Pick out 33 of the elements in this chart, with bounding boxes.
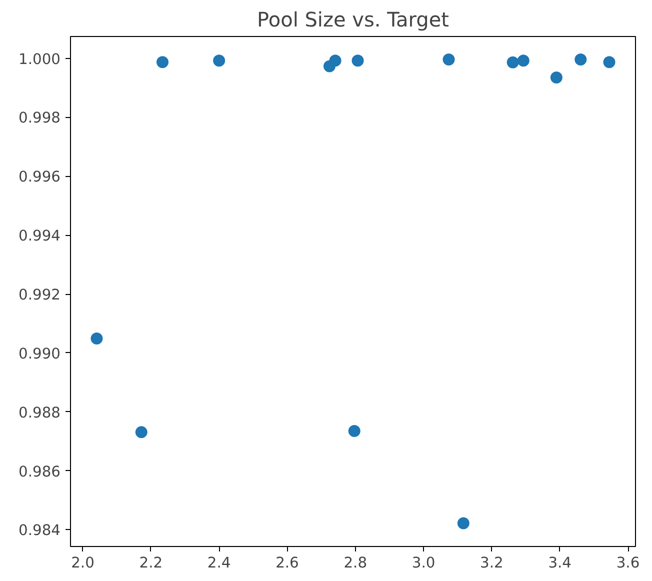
y-tick-label: 0.986 [18, 463, 61, 480]
point [603, 56, 616, 68]
point [574, 53, 587, 66]
y-tick-label: 0.996 [18, 168, 61, 186]
point [90, 332, 103, 344]
point [348, 425, 360, 437]
point [517, 54, 530, 67]
y-tick-label: 0.988 [18, 404, 61, 422]
y-tick-label: 1.000 [18, 50, 61, 68]
point [442, 53, 455, 66]
x-tick-label: 2.8 [344, 554, 368, 572]
y-tick-label: 0.984 [18, 522, 61, 540]
x-tick-label: 2.2 [139, 554, 163, 572]
point [135, 426, 148, 438]
x-tick-label: 2.4 [207, 554, 231, 572]
point [352, 54, 364, 67]
point [329, 54, 342, 67]
y-tick-label: 0.990 [18, 345, 61, 362]
y-tick-label: 0.998 [18, 110, 61, 127]
x-tick-label: 2.6 [276, 554, 299, 572]
x-tick-label: 2.0 [71, 554, 94, 572]
x-tick-label: 3.2 [480, 554, 504, 572]
x-tick-label: 3.4 [548, 554, 572, 572]
chart-title: Pool Size vs. Target [257, 8, 450, 32]
y-tick-label: 0.992 [18, 286, 61, 304]
x-tick-label: 3.0 [412, 554, 436, 572]
point [213, 54, 226, 67]
point [156, 56, 169, 68]
point [550, 71, 562, 84]
point [506, 56, 519, 68]
x-tick-label: 3.6 [616, 554, 640, 572]
y-tick-label: 0.994 [18, 228, 61, 245]
point [457, 517, 470, 530]
